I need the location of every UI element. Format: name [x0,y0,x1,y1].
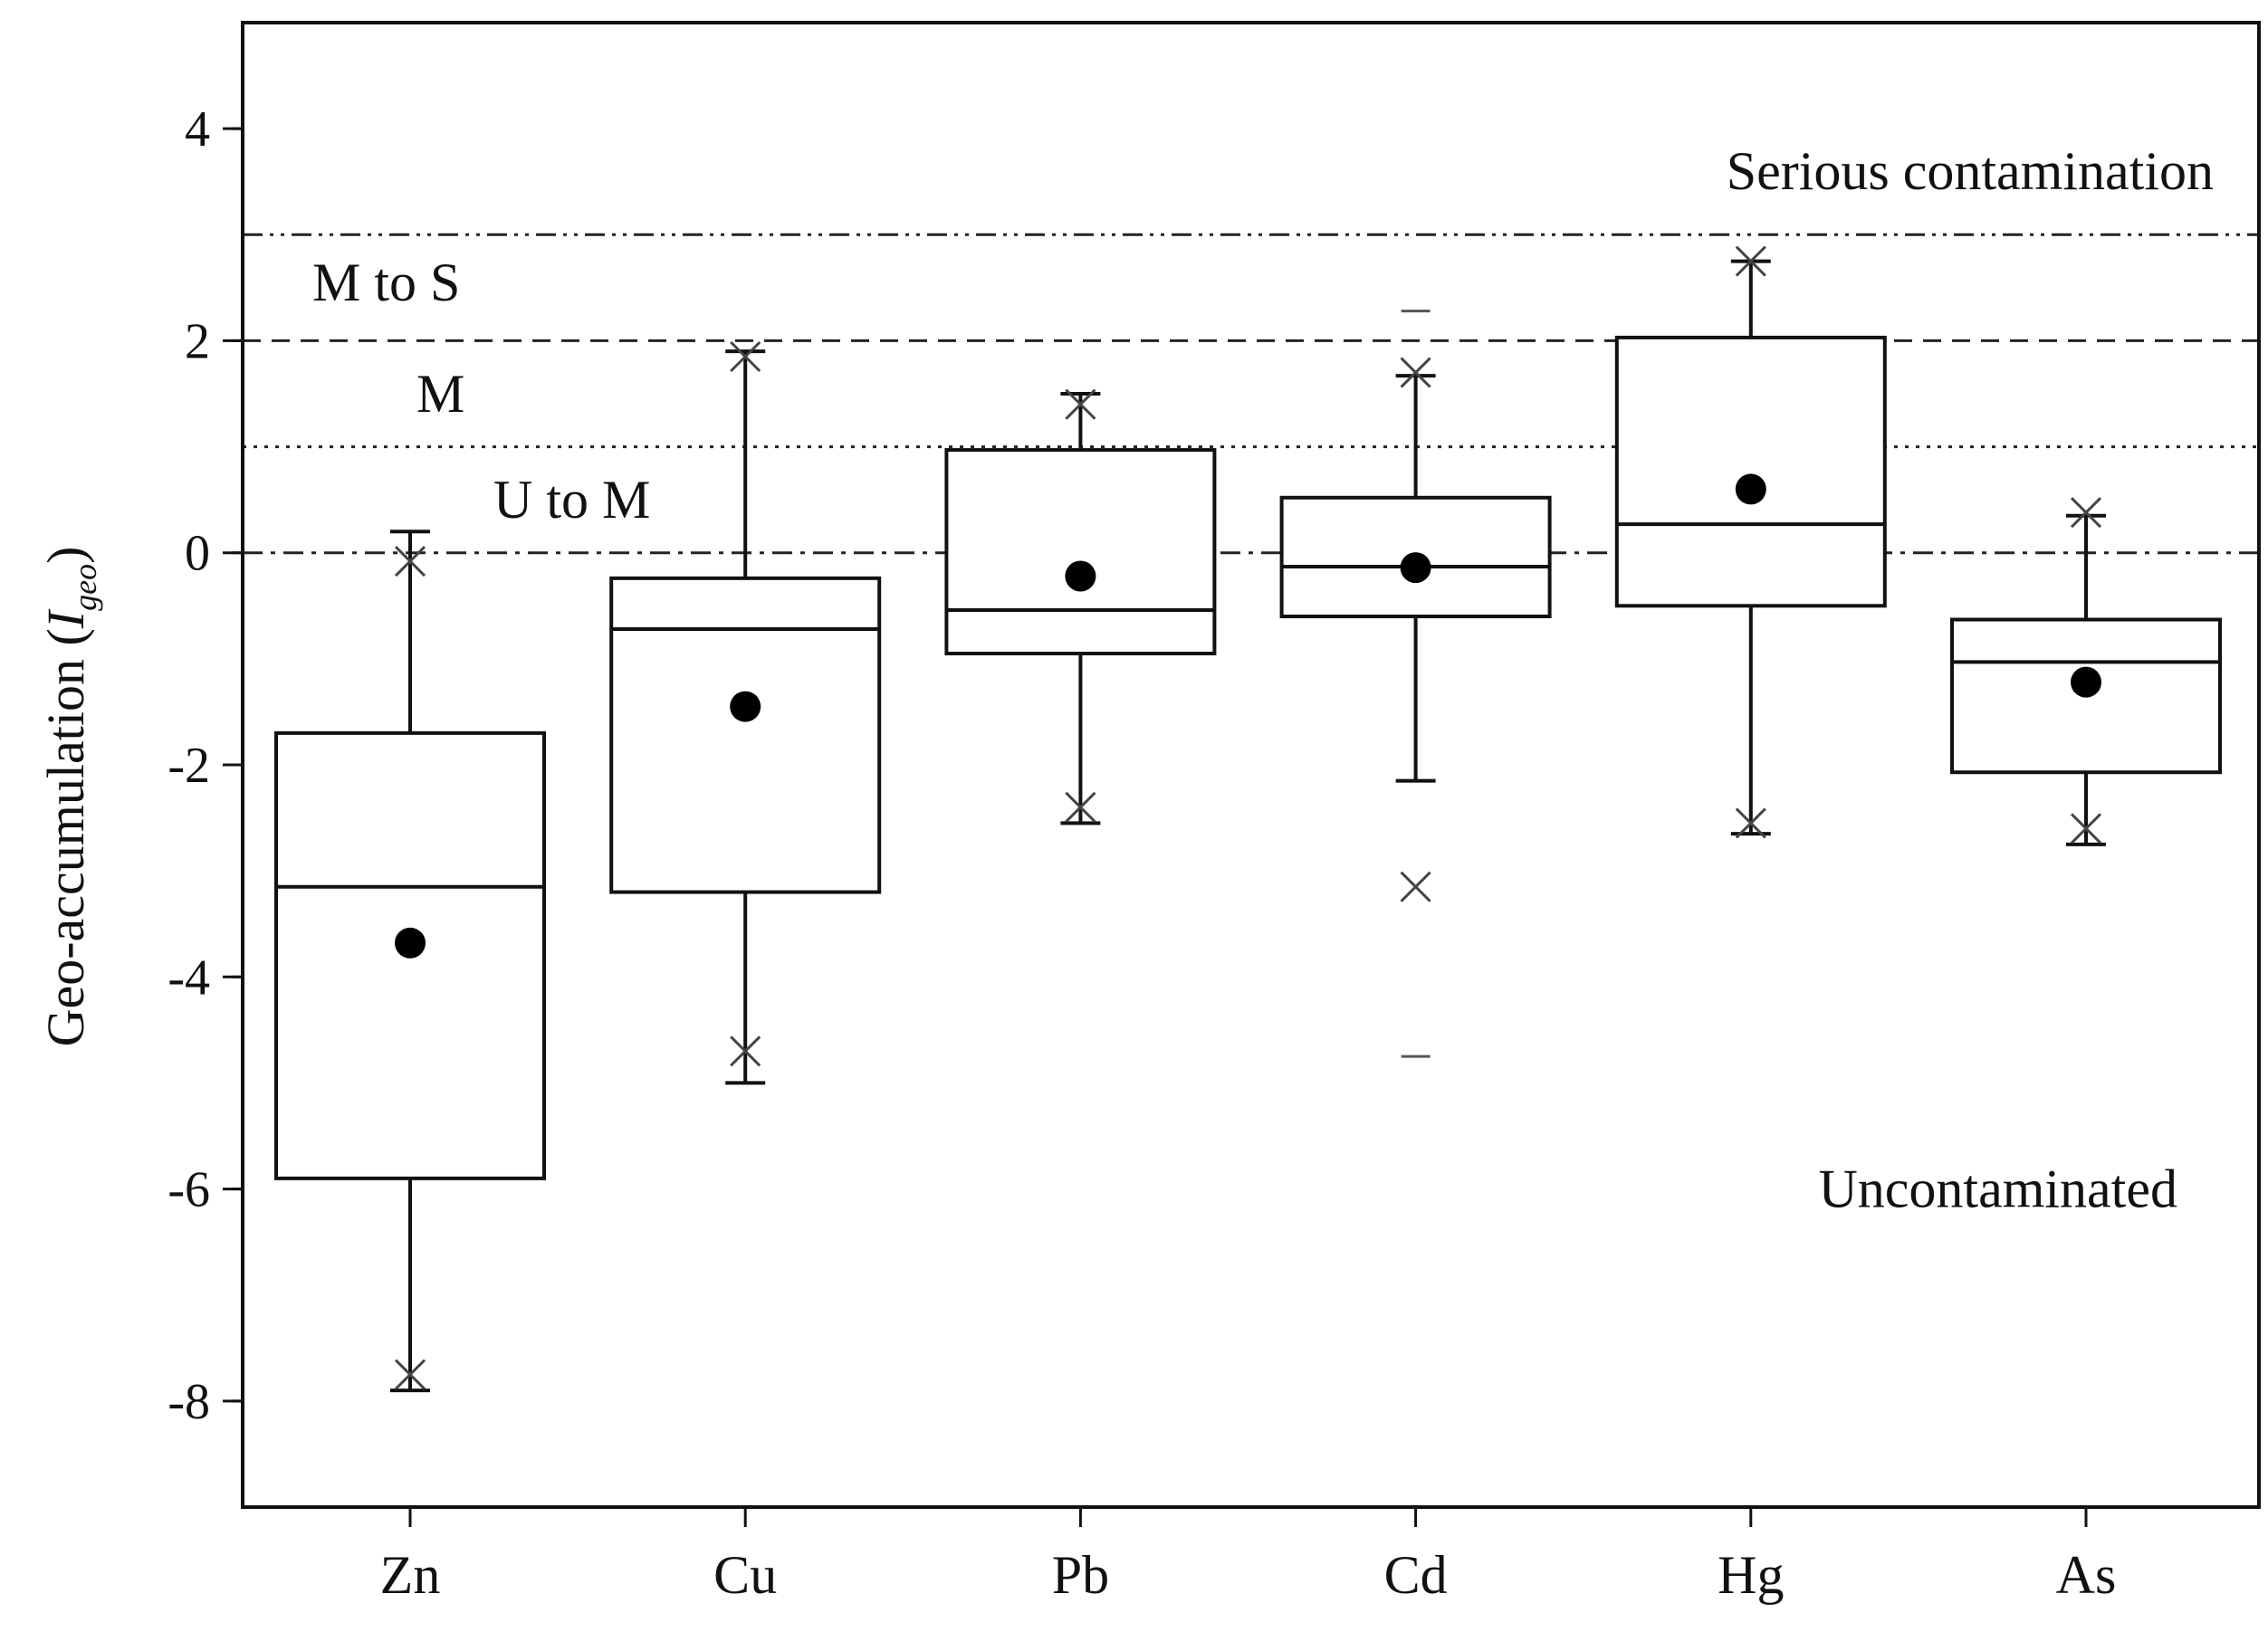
y-tick-label: -6 [167,1162,210,1218]
mean-point [1735,473,1766,505]
x-category-label: As [2056,1545,2117,1605]
y-tick-label: 0 [185,526,210,582]
max-marker [1735,245,1766,277]
y-axis-label-symbol: I [36,608,95,629]
zone-label: M to S [312,253,460,312]
min-marker [1065,791,1096,823]
y-tick-label: 4 [185,101,210,157]
min-marker [2070,813,2102,845]
zone-label: M [416,364,464,424]
min-marker [394,1359,426,1390]
y-tick-label: -2 [167,738,210,794]
box-hg [1614,245,1887,839]
box-cd [1279,310,1552,1058]
y-axis-label: Geo-accumulation (Igeo) [36,547,103,1047]
mean-point [2071,666,2101,698]
y-axis-label-text: Geo-accumulation ( [36,628,95,1046]
max-marker [1065,388,1096,420]
max-marker [2070,497,2102,529]
mean-point [1065,560,1096,592]
x-category-label: Pb [1052,1545,1109,1605]
box-iqr [1614,335,1887,608]
mean-point [1400,552,1431,584]
box-as [1950,497,2222,846]
zone-label: U to M [493,470,650,530]
y-axis-label-subscript: geo [67,564,103,611]
y-tick-label: -4 [167,950,210,1006]
box-zn [274,530,546,1393]
zone-label: Serious contamination [1727,141,2214,201]
box-iqr [609,576,882,894]
zone-label: Uncontaminated [1818,1160,2177,1219]
box-iqr [274,730,546,1180]
y-axis: 4 2 0 -2 -4 -6 -8 [167,101,243,1430]
x-axis: Zn Cu Pb Cd Hg As [380,1507,2117,1605]
y-axis-label-close: ) [36,547,95,564]
min-marker [1400,871,1431,902]
x-category-label: Cd [1384,1545,1448,1605]
x-category-label: Cu [713,1545,777,1605]
min-marker [1735,807,1766,839]
x-category-label: Hg [1718,1545,1784,1605]
y-tick-label: -8 [167,1374,210,1430]
box-cu [609,340,882,1085]
x-category-label: Zn [380,1545,441,1605]
min-marker [730,1036,761,1067]
max-marker [394,546,426,577]
mean-point [730,691,761,722]
max-marker [730,340,761,373]
zone-labels: Serious contamination M to S M U to M Uncont… [312,141,2214,1219]
mean-point [395,927,426,959]
y-tick-label: 2 [185,313,210,369]
box-plots [274,245,2222,1393]
box-pb [944,388,1217,826]
reference-lines [243,233,2259,555]
box-iqr [944,448,1217,656]
max-marker [1400,357,1431,388]
